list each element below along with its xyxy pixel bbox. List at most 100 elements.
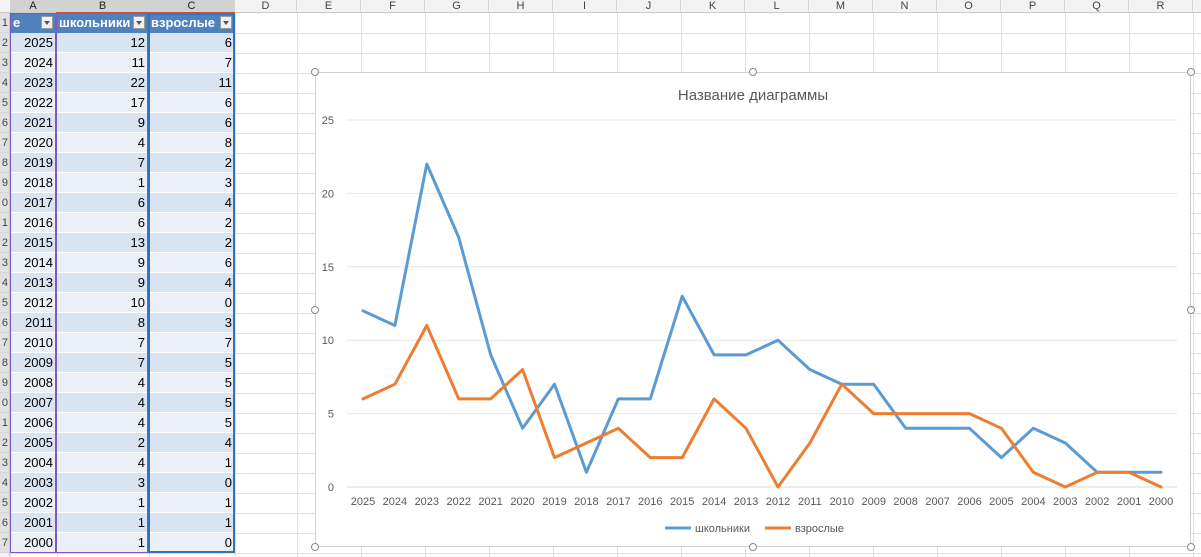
table-cell[interactable]: 1 — [56, 533, 148, 553]
table-cell[interactable]: 2008 — [10, 373, 56, 393]
table-cell[interactable]: 3 — [148, 173, 235, 193]
table-cell[interactable]: 9 — [56, 113, 148, 133]
row-header[interactable]: 6 — [0, 313, 9, 333]
row-header[interactable]: 2 — [0, 33, 9, 53]
table-cell[interactable]: 7 — [148, 53, 235, 73]
row-header[interactable]: 0 — [0, 193, 9, 213]
row-header[interactable]: 2 — [0, 433, 9, 453]
resize-handle[interactable] — [1187, 543, 1195, 551]
table-cell[interactable]: 4 — [56, 413, 148, 433]
table-cell[interactable]: 2 — [148, 213, 235, 233]
table-cell[interactable]: 2019 — [10, 153, 56, 173]
resize-handle[interactable] — [311, 543, 319, 551]
row-header[interactable]: 5 — [0, 293, 9, 313]
filter-dropdown-icon[interactable] — [41, 16, 53, 29]
table-cell[interactable]: 2022 — [10, 93, 56, 113]
series-line-1[interactable] — [361, 324, 1163, 489]
line-chart[interactable]: Название диаграммы 0 5 10 15 20 25 2025 2024 202… — [311, 68, 1195, 551]
row-header[interactable]: 3 — [0, 53, 9, 73]
column-header-p[interactable]: P — [1001, 0, 1065, 12]
table-cell[interactable]: 4 — [56, 453, 148, 473]
table-cell[interactable]: 2002 — [10, 493, 56, 513]
table-cell[interactable]: 4 — [56, 133, 148, 153]
column-header-l[interactable]: L — [745, 0, 809, 12]
table-header-cell[interactable]: школьники — [56, 13, 148, 33]
table-header-cell[interactable]: взрослые — [148, 13, 235, 33]
column-header-r[interactable]: R — [1129, 0, 1193, 12]
table-cell[interactable]: 9 — [56, 273, 148, 293]
table-cell[interactable]: 11 — [56, 53, 148, 73]
table-cell[interactable]: 4 — [148, 193, 235, 213]
row-header[interactable]: 6 — [0, 513, 9, 533]
table-cell[interactable]: 7 — [56, 333, 148, 353]
row-header[interactable]: 0 — [0, 393, 9, 413]
row-header[interactable]: 9 — [0, 173, 9, 193]
column-header-i[interactable]: I — [553, 0, 617, 12]
table-cell[interactable]: 5 — [148, 393, 235, 413]
column-header-b[interactable]: B — [57, 0, 149, 12]
resize-handle[interactable] — [1187, 68, 1195, 76]
table-cell[interactable]: 2011 — [10, 313, 56, 333]
table-cell[interactable]: 2003 — [10, 473, 56, 493]
table-cell[interactable]: 1 — [56, 513, 148, 533]
table-cell[interactable]: 2021 — [10, 113, 56, 133]
table-cell[interactable]: 2024 — [10, 53, 56, 73]
table-cell[interactable]: 10 — [56, 293, 148, 313]
row-header[interactable]: 4 — [0, 273, 9, 293]
table-cell[interactable]: 5 — [148, 353, 235, 373]
table-cell[interactable]: 4 — [148, 273, 235, 293]
table-cell[interactable]: 3 — [148, 313, 235, 333]
table-cell[interactable]: 6 — [56, 213, 148, 233]
row-header[interactable]: 4 — [0, 473, 9, 493]
series-line-0[interactable] — [361, 162, 1163, 474]
table-cell[interactable]: 0 — [148, 533, 235, 553]
column-header-h[interactable]: H — [489, 0, 553, 12]
column-header-q[interactable]: Q — [1065, 0, 1129, 12]
table-cell[interactable]: 2 — [56, 433, 148, 453]
column-header-k[interactable]: K — [681, 0, 745, 12]
column-header-d[interactable]: D — [235, 0, 297, 12]
table-cell[interactable]: 12 — [56, 33, 148, 53]
resize-handle[interactable] — [1187, 305, 1195, 314]
table-cell[interactable]: 2 — [148, 153, 235, 173]
row-header[interactable]: 5 — [0, 493, 9, 513]
table-cell[interactable]: 2005 — [10, 433, 56, 453]
table-cell[interactable]: 2009 — [10, 353, 56, 373]
row-header[interactable]: 8 — [0, 153, 9, 173]
row-header[interactable]: 1 — [0, 413, 9, 433]
column-header-o[interactable]: O — [937, 0, 1001, 12]
row-header[interactable]: 1 — [0, 213, 9, 233]
table-cell[interactable]: 2 — [148, 233, 235, 253]
column-header-c[interactable]: C — [149, 0, 235, 12]
table-cell[interactable]: 2006 — [10, 413, 56, 433]
table-cell[interactable]: 6 — [148, 33, 235, 53]
legend-label[interactable]: взрослые — [795, 523, 844, 535]
table-cell[interactable]: 0 — [148, 473, 235, 493]
table-cell[interactable]: 5 — [148, 373, 235, 393]
column-header-f[interactable]: F — [361, 0, 425, 12]
resize-handle[interactable] — [311, 305, 319, 314]
table-cell[interactable]: 2025 — [10, 33, 56, 53]
table-cell[interactable]: 4 — [56, 393, 148, 413]
row-header[interactable]: 7 — [0, 533, 9, 553]
table-cell[interactable]: 2023 — [10, 73, 56, 93]
table-cell[interactable]: 2014 — [10, 253, 56, 273]
table-cell[interactable]: 7 — [56, 353, 148, 373]
resize-handle[interactable] — [749, 543, 757, 551]
row-header[interactable]: 3 — [0, 253, 9, 273]
table-cell[interactable]: 6 — [148, 253, 235, 273]
legend-label[interactable]: школьники — [695, 523, 750, 535]
table-cell[interactable]: 9 — [56, 253, 148, 273]
row-header[interactable]: 4 — [0, 73, 9, 93]
filter-dropdown-icon[interactable] — [133, 16, 145, 29]
table-cell[interactable]: 8 — [148, 133, 235, 153]
table-cell[interactable]: 1 — [56, 173, 148, 193]
table-cell[interactable]: 2015 — [10, 233, 56, 253]
table-cell[interactable]: 2017 — [10, 193, 56, 213]
table-cell[interactable]: 22 — [56, 73, 148, 93]
table-cell[interactable]: 2010 — [10, 333, 56, 353]
table-cell[interactable]: 17 — [56, 93, 148, 113]
column-header-m[interactable]: M — [809, 0, 873, 12]
column-header-a[interactable]: A — [10, 0, 57, 12]
table-cell[interactable]: 2016 — [10, 213, 56, 233]
